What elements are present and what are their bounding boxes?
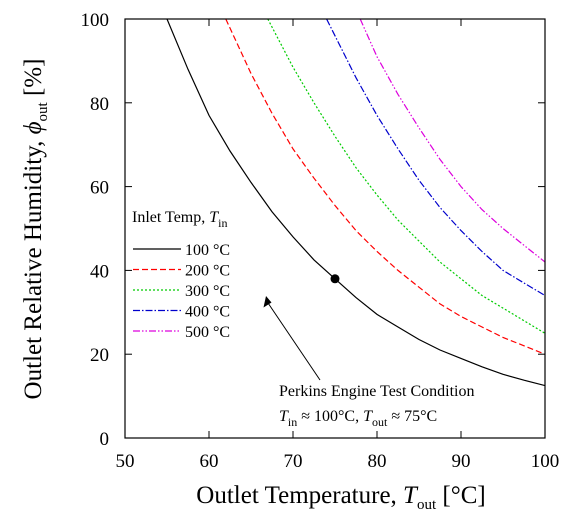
x-tick-label: 90 [452,451,471,472]
series-layer [166,19,545,387]
legend-label-5: 500 °C [185,324,230,341]
x-tick-label: 60 [200,451,219,472]
y-tick-label: 40 [90,261,109,282]
legend-label-2: 200 °C [185,263,230,280]
y-axis-title: Outlet Relative Humidity, ϕout [%] [20,59,51,400]
x-tick-label: 50 [116,451,135,472]
y-tick-label: 100 [81,10,110,31]
y-tick-label: 60 [90,178,109,199]
y-tick-label: 80 [90,94,109,115]
legend-label-4: 400 °C [185,304,230,321]
x-tick-label: 70 [284,451,303,472]
x-tick-label: 100 [531,451,560,472]
test-condition-marker [330,274,340,284]
series-line-3 [267,19,545,334]
legend: Inlet Temp, Tin 100 °C 200 °C 300 °C 400 °C… [132,209,230,341]
series-line-2 [225,19,545,355]
legend-label-3: 300 °C [185,283,230,300]
annotation-conditions: Tin ≈ 100°C, Tout ≈ 75°C [279,408,437,429]
series-line-4 [326,19,545,297]
legend-title: Inlet Temp, Tin [132,209,227,230]
annotation-title: Perkins Engine Test Condition [279,383,474,400]
x-axis-title: Outlet Temperature, Tout [°C] [196,482,485,511]
tick-layer: 50 60 70 80 90 100 0 20 40 60 80 100 [81,10,560,472]
annotation-arrowhead [263,296,272,308]
annotation-arrow-line [265,299,321,381]
plot-frame [124,18,546,439]
y-tick-label: 20 [90,345,109,366]
series-line-1 [166,19,545,387]
y-tick-label: 0 [100,429,110,450]
series-line-5 [359,19,545,263]
x-tick-label: 80 [368,451,387,472]
legend-label-1: 100 °C [185,242,230,259]
